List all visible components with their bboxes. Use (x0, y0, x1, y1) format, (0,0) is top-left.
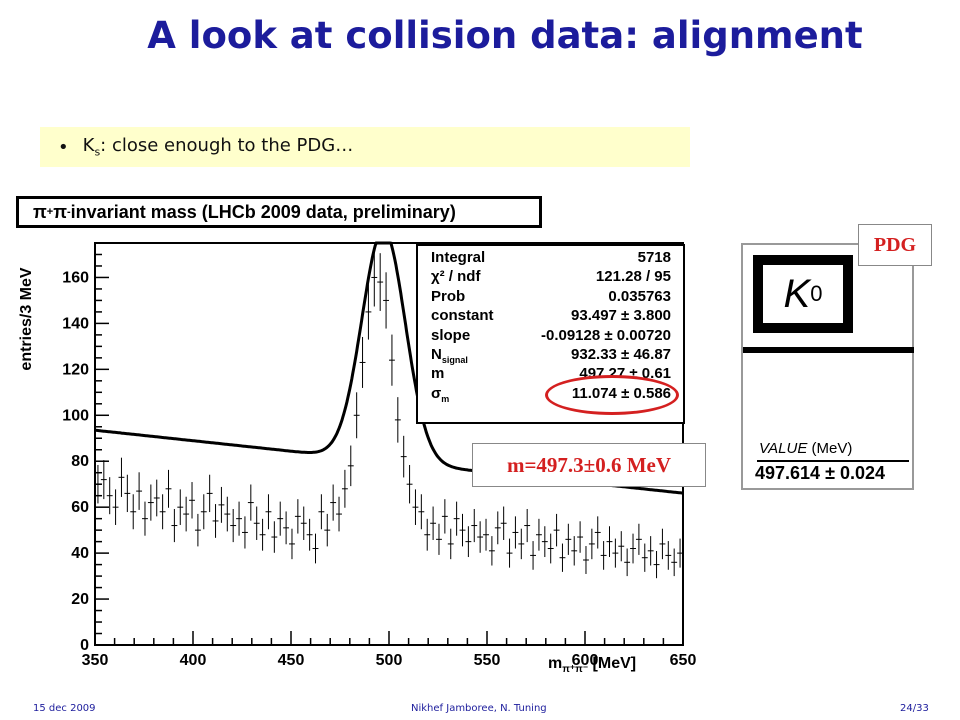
value-label: VALUE (MeV) (759, 440, 853, 457)
x-tick-label: 400 (180, 652, 207, 669)
mass-annotation: m=497.3±0.6 MeV (472, 443, 706, 487)
slide-title: A look at collision data: alignment (147, 14, 863, 57)
y-tick-label: 160 (62, 269, 89, 286)
fit-stat-name: m (431, 365, 445, 383)
bullet-dot-icon: • (58, 136, 69, 158)
highlight-ellipse (545, 375, 679, 415)
fit-stat-row: Prob 0.035763 (418, 287, 683, 306)
plot-title: π + π- invariant mass (LHCb 2009 data, pr… (16, 196, 542, 228)
fit-stat-name: slope (431, 326, 471, 344)
y-tick-label: 40 (71, 545, 89, 562)
divider (757, 460, 909, 462)
y-tick-label: 100 (62, 407, 89, 424)
fit-stat-value: 0.035763 (608, 287, 671, 305)
y-tick-label: 0 (80, 637, 89, 654)
x-tick-label: 600 (572, 652, 599, 669)
fit-stat-row: Nsignal 932.33 ± 46.87 (418, 345, 683, 365)
footer-author: Nikhef Jamboree, N. Tuning (411, 703, 547, 714)
x-axis-label: mπ⁺π⁻ [MeV] (548, 655, 637, 676)
fit-stat-name: Nsignal (431, 345, 468, 365)
footer-date: 15 dec 2009 (33, 703, 96, 714)
fit-stat-name: χ² / ndf (431, 268, 481, 286)
fit-stat-value: 932.33 ± 46.87 (571, 345, 671, 363)
x-tick-label: 350 (82, 652, 109, 669)
divider (743, 347, 914, 353)
bullet-text: Ks: close enough to the PDG… (82, 135, 354, 159)
fit-stat-value: -0.09128 ± 0.00720 (540, 326, 671, 344)
fit-stat-name: σm (431, 384, 450, 404)
fit-stat-name: Prob (431, 287, 466, 305)
fit-stat-name: constant (431, 307, 494, 325)
fit-stat-row: slope -0.09128 ± 0.00720 (418, 326, 683, 345)
y-tick-label: 20 (71, 591, 89, 608)
x-tick-label: 450 (278, 652, 305, 669)
fit-stat-name: Integral (431, 249, 486, 266)
pdg-value: 497.614 ± 0.024 (755, 463, 885, 483)
y-tick-label: 120 (62, 361, 89, 378)
fit-stat-value: 121.28 / 95 (595, 268, 671, 286)
x-tick-label: 500 (376, 652, 403, 669)
fit-stat-row: χ² / ndf 121.28 / 95 (418, 267, 683, 286)
fit-stat-row: constant 93.497 ± 3.800 (418, 306, 683, 325)
fit-stat-value: 93.497 ± 3.800 (571, 307, 671, 325)
footer-page: 24/33 (900, 703, 929, 714)
fit-stat-row: Integral 5718 (418, 248, 683, 267)
fit-stat-value: 5718 (637, 249, 671, 266)
y-tick-label: 80 (71, 453, 89, 470)
pdg-tag: PDG (858, 224, 932, 266)
y-tick-label: 60 (71, 499, 89, 516)
bullet-box: • Ks: close enough to the PDG… (40, 127, 690, 167)
y-axis-label: entries/3 MeV (18, 267, 35, 371)
x-tick-label: 550 (474, 652, 501, 669)
x-tick-label: 650 (670, 652, 697, 669)
y-tick-label: 140 (62, 315, 89, 332)
